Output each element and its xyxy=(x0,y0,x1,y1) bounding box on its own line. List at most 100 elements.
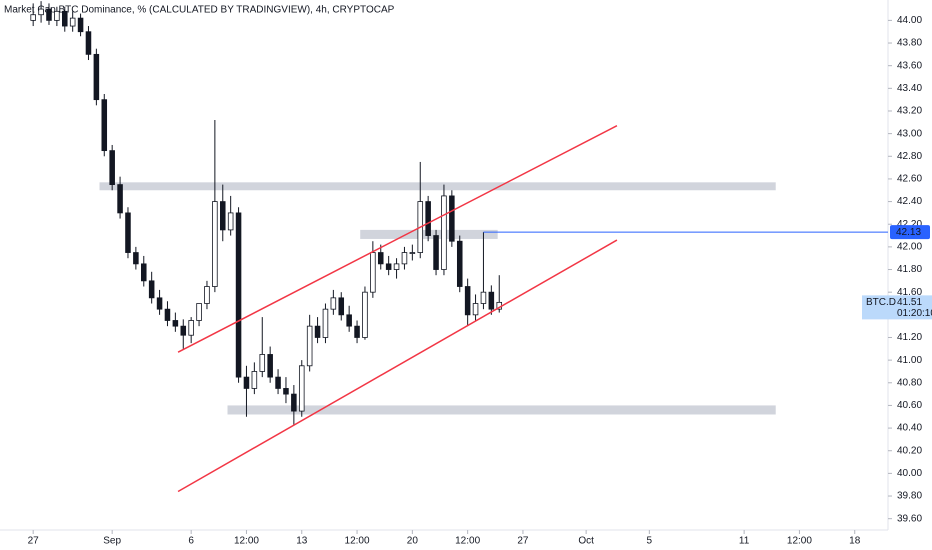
y-tick-label: 41.80 xyxy=(897,264,922,275)
candle-body xyxy=(377,252,384,265)
last-symbol: BTC.D xyxy=(866,297,896,308)
candle-body xyxy=(441,195,447,270)
last-price: 41.51 xyxy=(897,297,922,308)
candle-body xyxy=(354,325,360,338)
y-tick-label: 43.40 xyxy=(897,83,922,94)
y-tick-label: 39.80 xyxy=(897,491,922,502)
x-tick-label: Oct xyxy=(578,536,594,547)
y-tick-label: 39.60 xyxy=(897,513,922,524)
trendline xyxy=(177,239,618,493)
x-tick-label: 12:00 xyxy=(787,536,812,547)
x-tick-label: 12:00 xyxy=(345,536,370,547)
candle-body xyxy=(196,303,202,321)
candle-body xyxy=(322,308,329,338)
candle-body xyxy=(425,201,431,236)
x-tick-label: 20 xyxy=(407,536,419,547)
x-tick-label: 13 xyxy=(296,536,308,547)
candle-body xyxy=(30,14,36,21)
candle-body xyxy=(488,291,495,310)
price-badge-label: 42.13 xyxy=(896,227,921,238)
x-tick-label: 27 xyxy=(517,536,529,547)
candle-body xyxy=(180,325,187,336)
candle-body xyxy=(449,195,455,242)
chart-title: Market Cap BTC Dominance, % (CALCULATED … xyxy=(4,5,395,16)
candle-body xyxy=(298,365,305,412)
x-tick-label: 12:00 xyxy=(455,536,480,547)
y-tick-label: 43.00 xyxy=(897,128,922,139)
y-tick-label: 40.40 xyxy=(897,423,922,434)
candle-body xyxy=(62,10,68,27)
candle-body xyxy=(338,297,345,316)
candle-body xyxy=(275,376,281,389)
x-tick-label: 12:00 xyxy=(234,536,259,547)
x-tick-label: 18 xyxy=(849,536,861,547)
y-tick-label: 42.60 xyxy=(897,174,922,185)
candle-body xyxy=(125,212,131,253)
candle-body xyxy=(188,320,194,336)
candle-body xyxy=(362,291,368,338)
zone xyxy=(99,182,776,191)
candle-body xyxy=(85,31,92,55)
candle-body xyxy=(480,291,487,304)
last-countdown: 01:20:10 xyxy=(897,308,932,319)
y-tick-label: 40.80 xyxy=(897,377,922,388)
candle-body xyxy=(212,201,218,287)
candle-body xyxy=(172,320,179,327)
candle-body xyxy=(77,17,84,33)
x-tick-label: 27 xyxy=(28,536,40,547)
y-tick-label: 41.60 xyxy=(897,287,922,298)
candle-body xyxy=(93,53,100,101)
candle-body xyxy=(54,10,60,21)
candle-body xyxy=(243,376,250,389)
candle-body xyxy=(464,286,471,316)
candle-body xyxy=(401,252,408,265)
candle-body xyxy=(267,354,273,378)
candle-body xyxy=(370,252,376,293)
candle-body xyxy=(164,308,171,321)
candle-body xyxy=(472,303,479,316)
candle-body xyxy=(330,297,337,310)
candle-body xyxy=(385,263,392,270)
candle-body xyxy=(141,263,147,282)
candle-body xyxy=(283,388,289,395)
candle-body xyxy=(235,212,242,378)
y-tick-label: 42.80 xyxy=(897,151,922,162)
y-tick-label: 43.80 xyxy=(897,38,922,49)
y-tick-label: 41.00 xyxy=(897,355,922,366)
x-tick-label: 11 xyxy=(739,536,750,547)
candle-body xyxy=(219,201,226,231)
candle-body xyxy=(204,286,210,304)
candle-body xyxy=(251,371,258,389)
candle-body xyxy=(346,314,352,327)
y-tick-label: 40.20 xyxy=(897,445,922,456)
candle-body xyxy=(433,235,439,270)
y-tick-label: 43.20 xyxy=(897,106,922,117)
candle-body xyxy=(69,17,76,27)
price-badge xyxy=(890,225,930,240)
y-tick-label: 40.60 xyxy=(897,400,922,411)
candle-body xyxy=(101,99,108,152)
x-tick-label: 6 xyxy=(188,536,194,547)
candle-body xyxy=(259,354,266,372)
candle-body xyxy=(148,280,155,299)
candle-body xyxy=(227,212,234,231)
y-tick-label: 41.20 xyxy=(897,332,922,343)
candle-body xyxy=(46,8,52,21)
trendline xyxy=(177,125,618,353)
candle-body xyxy=(133,252,139,265)
candle-body xyxy=(117,184,123,214)
last-badge-bg xyxy=(862,295,932,320)
y-tick-label: 44.00 xyxy=(897,15,922,26)
candle-body xyxy=(109,150,115,185)
x-tick-label: 5 xyxy=(647,536,653,547)
candle-body xyxy=(306,325,313,367)
candle-body xyxy=(393,263,400,270)
y-tick-label: 40.00 xyxy=(897,468,922,479)
y-tick-label: 43.60 xyxy=(897,60,922,71)
candle-body xyxy=(409,252,416,254)
y-tick-label: 42.00 xyxy=(897,242,922,253)
candle-body xyxy=(38,8,44,16)
candle-body xyxy=(156,297,163,310)
y-tick-label: 42.40 xyxy=(897,196,922,207)
